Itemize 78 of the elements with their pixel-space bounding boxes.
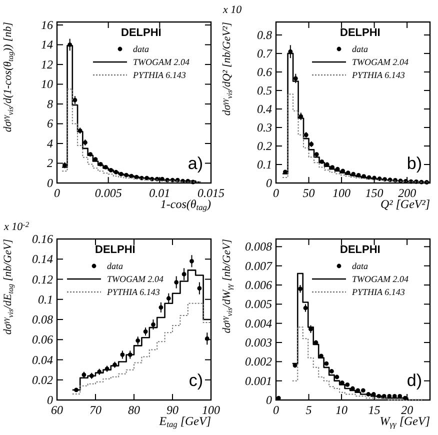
y-tick-label: 0 [47, 176, 53, 190]
y-tick-label: 0.02 [32, 372, 53, 387]
legend-label: PYTHIA 6.143 [351, 70, 406, 80]
y-tick-label: 0.002 [245, 354, 272, 369]
y-tick-label: 0.08 [32, 312, 53, 326]
y-tick-label: 0.005 [245, 297, 272, 312]
x-tick-label: 20 [401, 403, 414, 417]
legend-label: TWOGAM 2.04 [107, 274, 164, 284]
y-tick-label: 6 [47, 116, 53, 131]
y-tick-label: 10 [41, 77, 53, 92]
x-tick-label: 150 [365, 186, 384, 200]
y-tick-label: 4 [47, 136, 53, 150]
legend-label: TWOGAM 2.04 [352, 274, 409, 284]
y-tick-label: 16 [41, 18, 53, 32]
x-tick-label: 15 [368, 403, 380, 417]
annotation: c) [188, 371, 203, 390]
y-tick-label: 14 [41, 38, 53, 52]
x-tick-label: 80 [128, 403, 140, 417]
legend-title: DELPHI [340, 244, 380, 256]
x-tick-label: 90 [166, 403, 178, 417]
x-tick-label: 5 [306, 403, 312, 417]
y-tick-label: 0.003 [245, 336, 272, 350]
legend-label: PYTHIA 6.143 [132, 70, 186, 80]
x-axis-title: 1-cos(θ$_{tag}$) [160, 197, 211, 212]
x-axis-title: E$_{tag}$ [GeV] [158, 414, 212, 429]
legend-label: PYTHIA 6.143 [351, 287, 406, 297]
y-tick-label: 0.16 [32, 232, 53, 246]
y-tick-label: 0 [47, 393, 53, 407]
y-tick-label: 0.06 [32, 332, 53, 347]
legend-title: DELPHI [340, 27, 380, 39]
legend-label: TWOGAM 2.04 [352, 57, 409, 67]
x-tick-label: 100 [202, 403, 220, 417]
y-tick-label: 0.004 [245, 316, 272, 330]
x-tick-label: 0.015 [198, 186, 224, 200]
text: x 10$^{-2}$ [3, 220, 30, 233]
x-axis-title: W$_{γγ}$ [GeV] [380, 414, 430, 429]
y-tick-label: 0.3 [257, 120, 272, 134]
x-tick-label: 70 [90, 403, 102, 417]
x-tick-label: 50 [302, 186, 315, 200]
y-tick-label: 0 [266, 393, 272, 407]
y-tick-label: 0.5 [257, 83, 272, 98]
y-tick-label: 0.006 [245, 278, 272, 292]
y-tick-label: 0.4 [257, 102, 272, 116]
legend-label: data [352, 44, 368, 54]
legend-label: data [133, 44, 150, 54]
y-tick-label: 0.12 [32, 272, 53, 286]
annotation: d) [406, 371, 422, 390]
legend-title: DELPHI [121, 27, 162, 39]
annotation: a) [188, 154, 203, 173]
y-tick-label: 0.7 [257, 46, 273, 60]
y-tick-label: 0.2 [257, 138, 272, 153]
legend-title: DELPHI [95, 244, 136, 256]
annotation: b) [406, 154, 422, 173]
y-tick-label: 0.8 [257, 28, 272, 42]
x-tick-label: 100 [332, 186, 351, 200]
x-tick-label: 10 [336, 403, 348, 417]
legend-label: TWOGAM 2.04 [133, 57, 190, 67]
y-tick-label: 0.14 [32, 252, 53, 266]
y-tick-label: 8 [47, 96, 53, 111]
x-axis-title: Q² [GeV²] [380, 197, 430, 211]
x-tick-label: 0.01 [149, 186, 170, 200]
y-tick-label: 0 [266, 176, 272, 190]
y-tick-label: 0.1 [38, 292, 53, 306]
x-tick-label: 0.005 [94, 186, 122, 200]
legend-label: PYTHIA 6.143 [106, 287, 160, 297]
text: x 10 [222, 4, 242, 16]
y-tick-label: 0.001 [245, 374, 272, 388]
x-tick-label: 60 [51, 403, 63, 417]
y-tick-label: 2 [47, 156, 53, 170]
legend-label: data [107, 261, 124, 271]
legend-label: data [352, 261, 368, 271]
y-tick-label: 0.007 [245, 258, 273, 273]
y-tick-label: 12 [41, 57, 53, 72]
x-tick-label: 200 [398, 186, 416, 200]
y-tick-label: 0.1 [257, 157, 272, 172]
y-tick-label: 0.6 [257, 64, 272, 79]
y-tick-label: 0.04 [32, 352, 53, 367]
y-tick-label: 0.008 [245, 240, 272, 254]
